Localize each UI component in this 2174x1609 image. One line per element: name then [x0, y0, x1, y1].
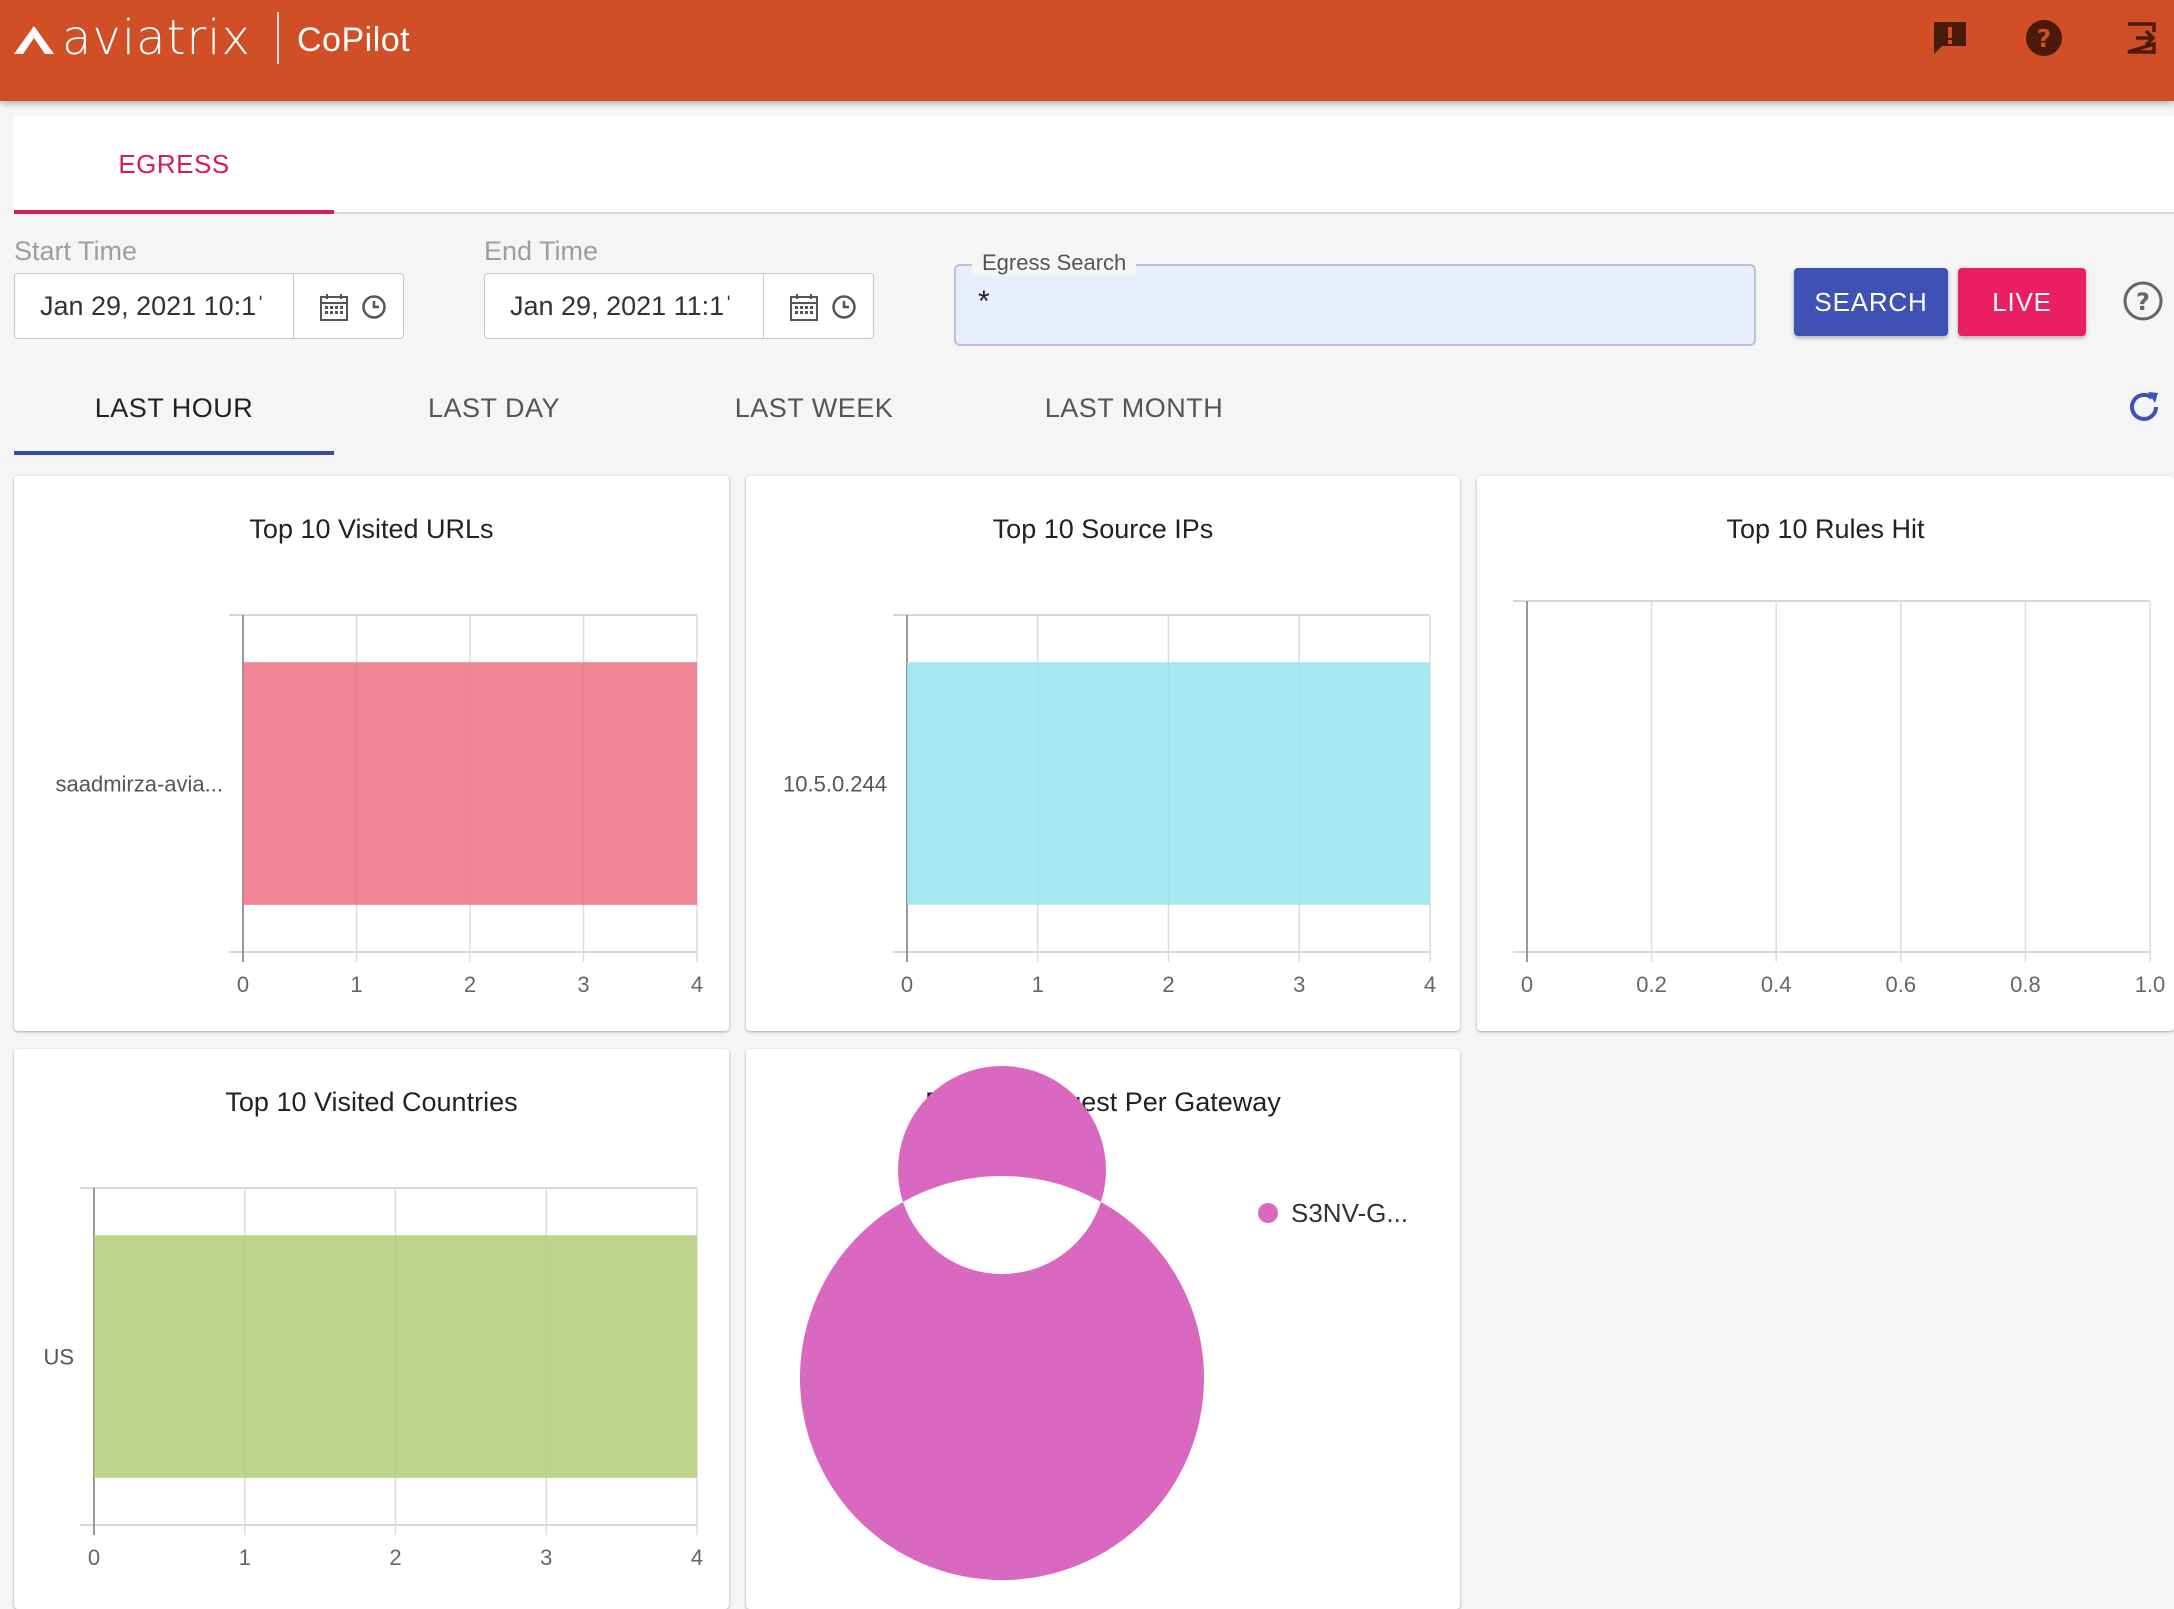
legend-label: S3NV-G...: [1291, 1198, 1408, 1228]
x-tick-label: 3: [1293, 972, 1305, 997]
start-time-field[interactable]: Jan 29, 2021 10:1ˈ: [14, 273, 404, 339]
card-top-source-ips: Top 10 Source IPs 0 1 2 3 4 10.5.0.244: [746, 476, 1460, 1031]
x-tick-label: 0.4: [1761, 972, 1792, 997]
bar: [907, 662, 1430, 905]
card-title: Top 10 Visited URLs: [249, 514, 494, 544]
clock-icon[interactable]: [831, 294, 857, 320]
y-category-label: US: [43, 1345, 74, 1370]
x-tick-label: 2: [464, 972, 476, 997]
x-tick-label: 4: [1424, 972, 1436, 997]
top-app-bar: aviatrix CoPilot ?: [0, 0, 2174, 101]
start-time-label: Start Time: [14, 236, 138, 266]
live-button[interactable]: LIVE: [1958, 268, 2086, 336]
svg-text:?: ?: [2136, 288, 2150, 316]
x-tick-label: 0.8: [2010, 972, 2041, 997]
card-top-urls: Top 10 Visited URLs 0 1 2 3 4 saadmirza-avia.…: [14, 476, 729, 1031]
product-name: CoPilot: [297, 21, 411, 59]
tab-active-indicator: [14, 210, 334, 214]
x-tick-label: 1.0: [2135, 972, 2166, 997]
urls-bar-chart: 0 1 2 3 4 saadmirza-avia...: [55, 614, 703, 997]
x-tick-label: 1: [239, 1545, 251, 1570]
donut-slice: [799, 1066, 1204, 1580]
end-time-value: Jan 29, 2021 11:1ˈ: [510, 291, 734, 321]
tab-last-month[interactable]: LAST MONTH: [1044, 393, 1224, 423]
feedback-icon[interactable]: [1930, 18, 1970, 58]
field-separator: [763, 274, 764, 338]
tab-last-week[interactable]: LAST WEEK: [734, 393, 894, 423]
calendar-icon[interactable]: [789, 292, 819, 322]
end-time-label: End Time: [484, 236, 599, 266]
card-title: Top 10 Source IPs: [992, 514, 1214, 544]
rules-bar-chart: 0 0.2 0.4 0.6 0.8 1.0: [1513, 600, 2166, 997]
bar: [94, 1235, 697, 1478]
clock-icon[interactable]: [361, 294, 387, 320]
tab-last-hour[interactable]: LAST HOUR: [94, 393, 254, 423]
brand-logo-text: aviatrix: [62, 10, 251, 66]
egress-search-field[interactable]: [954, 264, 1756, 346]
bar: [243, 662, 697, 905]
end-time-field[interactable]: Jan 29, 2021 11:1ˈ: [484, 273, 874, 339]
tab-egress[interactable]: EGRESS: [14, 116, 334, 214]
y-category-label: 10.5.0.244: [783, 772, 887, 797]
egress-search-input[interactable]: [978, 282, 1718, 322]
main-tab-bar: EGRESS: [14, 116, 2174, 214]
calendar-icon[interactable]: [319, 292, 349, 322]
help-circle-icon[interactable]: ?: [2122, 280, 2164, 322]
source-ips-bar-chart: 0 1 2 3 4 10.5.0.244: [783, 614, 1436, 997]
logo-divider: [277, 12, 279, 64]
x-tick-label: 0.2: [1636, 972, 1667, 997]
refresh-icon[interactable]: [2124, 387, 2164, 427]
x-tick-label: 1: [350, 972, 362, 997]
x-tick-label: 3: [540, 1545, 552, 1570]
x-tick-label: 4: [691, 1545, 703, 1570]
card-egress-per-gateway: Egress Request Per Gateway S3NV-G...: [746, 1049, 1460, 1609]
tab-last-day[interactable]: LAST DAY: [427, 393, 561, 423]
card-title: Top 10 Visited Countries: [225, 1087, 518, 1117]
x-tick-label: 0: [1521, 972, 1533, 997]
logout-icon[interactable]: [2122, 18, 2162, 58]
search-button[interactable]: SEARCH: [1794, 268, 1948, 336]
range-tab-indicator: [14, 451, 334, 455]
tab-egress-label: EGRESS: [118, 149, 230, 179]
card-top-countries: Top 10 Visited Countries 0 1 2 3 4 US: [14, 1049, 729, 1609]
x-tick-label: 4: [691, 972, 703, 997]
x-tick-label: 0.6: [1886, 972, 1917, 997]
legend-marker: [1258, 1203, 1278, 1223]
start-time-value: Jan 29, 2021 10:1ˈ: [40, 291, 266, 321]
x-tick-label: 0: [901, 972, 913, 997]
countries-bar-chart: 0 1 2 3 4 US: [43, 1187, 703, 1570]
x-tick-label: 0: [237, 972, 249, 997]
x-tick-label: 0: [88, 1545, 100, 1570]
field-separator: [293, 274, 294, 338]
x-tick-label: 2: [389, 1545, 401, 1570]
x-tick-label: 2: [1162, 972, 1174, 997]
x-tick-label: 1: [1032, 972, 1044, 997]
aviatrix-logo-icon: [14, 26, 54, 54]
help-icon[interactable]: ?: [2024, 18, 2064, 58]
gateway-donut-chart: S3NV-G...: [799, 1066, 1408, 1580]
card-title: Top 10 Rules Hit: [1726, 514, 1925, 544]
y-category-label: saadmirza-avia...: [55, 772, 223, 797]
egress-search-label: Egress Search: [972, 250, 1137, 276]
card-top-rules-hit: Top 10 Rules Hit 0 0.2 0.4 0.6 0.8 1.0: [1477, 476, 2174, 1031]
x-tick-label: 3: [577, 972, 589, 997]
svg-text:?: ?: [2037, 24, 2052, 53]
